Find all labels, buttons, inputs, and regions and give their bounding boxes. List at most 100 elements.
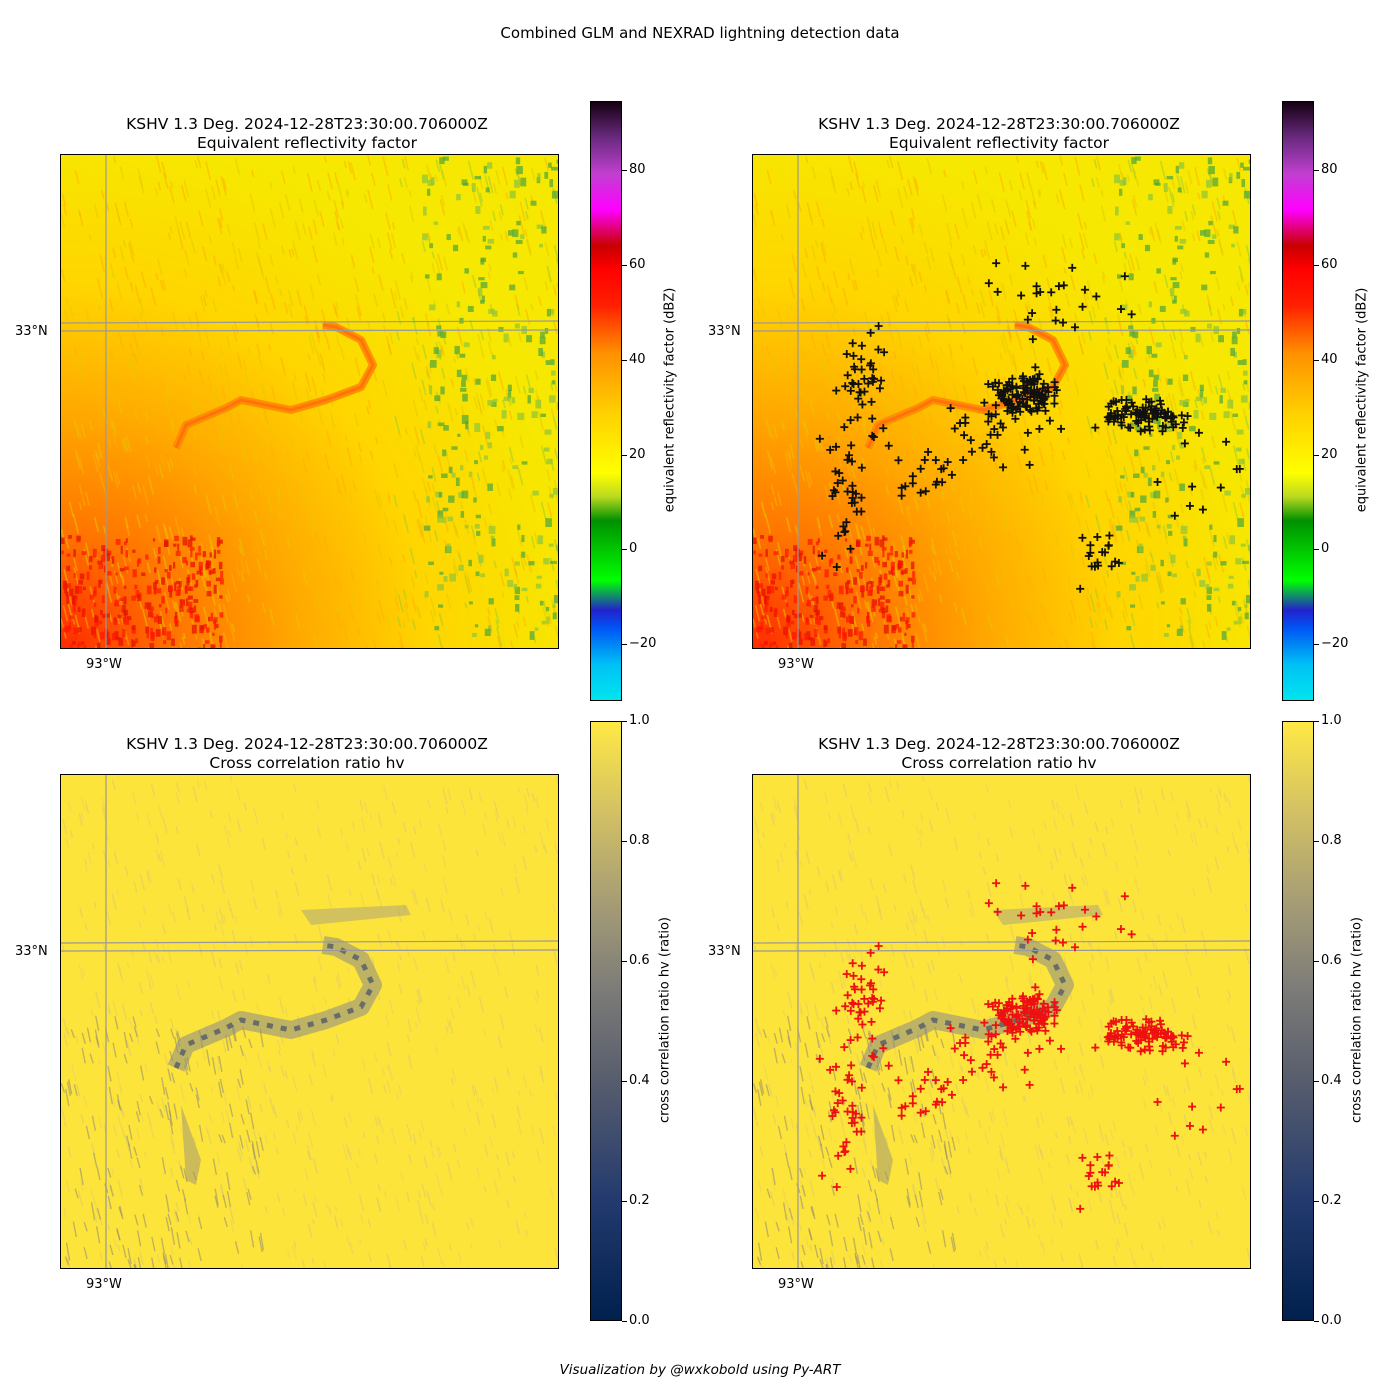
lightning-marker: [832, 563, 841, 572]
lightning-marker: [1011, 414, 1020, 423]
lightning-marker: [1124, 1043, 1133, 1052]
lightning-marker: [1152, 404, 1161, 413]
lightning-marker: [857, 355, 866, 364]
lightning-marker: [980, 398, 989, 407]
lightning-marker: [1031, 363, 1040, 372]
lightning-marker: [815, 434, 824, 443]
lightning-marker: [1140, 425, 1149, 434]
lightning-marker: [840, 528, 849, 537]
lightning-marker: [1113, 407, 1122, 416]
lat-label: 33°N: [708, 324, 741, 339]
lightning-marker: [1068, 263, 1077, 272]
lightning-marker: [938, 1098, 947, 1107]
lightning-marker: [988, 1002, 997, 1011]
lightning-marker: [842, 970, 851, 979]
lightning-marker: [1185, 501, 1194, 510]
lightning-marker: [1025, 460, 1034, 469]
lightning-marker: [847, 441, 856, 450]
lightning-marker: [839, 522, 848, 531]
lightning-marker: [1023, 1048, 1032, 1057]
lightning-marker: [1007, 382, 1016, 391]
lightning-marker: [1030, 393, 1039, 402]
lightning-marker: [920, 1075, 929, 1084]
lightning-marker: [1076, 584, 1085, 593]
lightning-marker: [831, 1108, 840, 1117]
lightning-marker: [839, 1142, 848, 1151]
lightning-marker: [999, 463, 1008, 472]
lightning-marker: [999, 1083, 1008, 1092]
lightning-marker: [1127, 1018, 1136, 1027]
lightning-marker: [984, 1037, 993, 1046]
lightning-marker: [1045, 416, 1054, 425]
lightning-marker: [1078, 1153, 1087, 1162]
lightning-marker: [1167, 417, 1176, 426]
lightning-marker: [996, 1039, 1005, 1048]
lightning-marker: [1138, 403, 1147, 412]
lightning-marker: [843, 371, 852, 380]
lightning-marker: [1144, 398, 1153, 407]
lightning-marker: [982, 440, 991, 449]
lightning-marker: [846, 1164, 855, 1173]
lightning-marker: [866, 328, 875, 337]
lightning-marker: [960, 1051, 969, 1060]
lightning-marker: [960, 431, 969, 440]
lightning-marker: [1129, 402, 1138, 411]
lightning-marker: [846, 416, 855, 425]
lightning-marker: [994, 999, 1003, 1008]
panel-title-br: KSHV 1.3 Deg. 2024-12-28T23:30:00.706000…: [739, 735, 1259, 773]
lightning-marker: [1021, 261, 1030, 270]
lightning-marker: [987, 1032, 996, 1041]
lightning-marker: [843, 991, 852, 1000]
lightning-marker: [916, 1108, 925, 1117]
lightning-marker: [1030, 1000, 1039, 1009]
lightning-marker: [991, 410, 1000, 419]
lightning-marker: [950, 1044, 959, 1053]
lightning-marker: [860, 1007, 869, 1016]
lightning-marker: [1105, 1151, 1114, 1160]
lightning-marker: [1140, 411, 1149, 420]
lightning-marker: [857, 985, 866, 994]
lightning-marker: [1216, 1103, 1225, 1112]
lon-label: 93°W: [86, 657, 122, 672]
lightning-marker: [850, 1118, 859, 1127]
lightning-marker: [874, 322, 883, 331]
lightning-marker: [1111, 557, 1120, 566]
lightning-marker: [832, 442, 841, 451]
lightning-marker: [1032, 282, 1041, 291]
lightning-marker: [815, 1054, 824, 1063]
lightning-marker: [848, 1108, 857, 1117]
lightning-marker: [1222, 437, 1231, 446]
lightning-marker: [1188, 482, 1197, 491]
lightning-marker: [1144, 1018, 1153, 1027]
lightning-marker: [990, 425, 999, 434]
lightning-marker: [1158, 1047, 1167, 1056]
lightning-marker: [1019, 1008, 1028, 1017]
lightning-marker: [1140, 1045, 1149, 1054]
lightning-marker: [1027, 407, 1036, 416]
figure-title: Combined GLM and NEXRAD lightning detect…: [500, 24, 900, 42]
lightning-marker: [834, 531, 843, 540]
colorbar-tick: 0.2: [622, 1193, 650, 1208]
lightning-marker: [1092, 292, 1101, 301]
lightning-marker: [1068, 883, 1077, 892]
lightning-marker: [874, 942, 883, 951]
lightning-marker: [1004, 398, 1013, 407]
lightning-marker: [1016, 1027, 1025, 1036]
lightning-marker: [1194, 1048, 1203, 1057]
lightning-marker: [840, 423, 849, 432]
lightning-marker: [858, 400, 867, 409]
colorbar-tick: 60: [622, 257, 646, 272]
footer-credit: Visualization by @wxkobold using Py-ART: [559, 1362, 841, 1378]
colorbar-label-text: cross correlation ratio hv (ratio): [1349, 916, 1365, 1124]
lightning-marker: [908, 1092, 917, 1101]
lightning-marker: [1198, 505, 1207, 514]
lightning-marker: [868, 1034, 877, 1043]
lightning-marker: [857, 1083, 866, 1092]
lightning-marker: [931, 1076, 940, 1085]
lightning-marker: [1070, 943, 1079, 952]
lightning-marker: [842, 350, 851, 359]
lightning-marker: [1086, 548, 1095, 557]
lightning-marker: [1222, 1057, 1231, 1066]
lightning-marker: [879, 424, 888, 433]
lightning-marker: [1012, 1003, 1021, 1012]
